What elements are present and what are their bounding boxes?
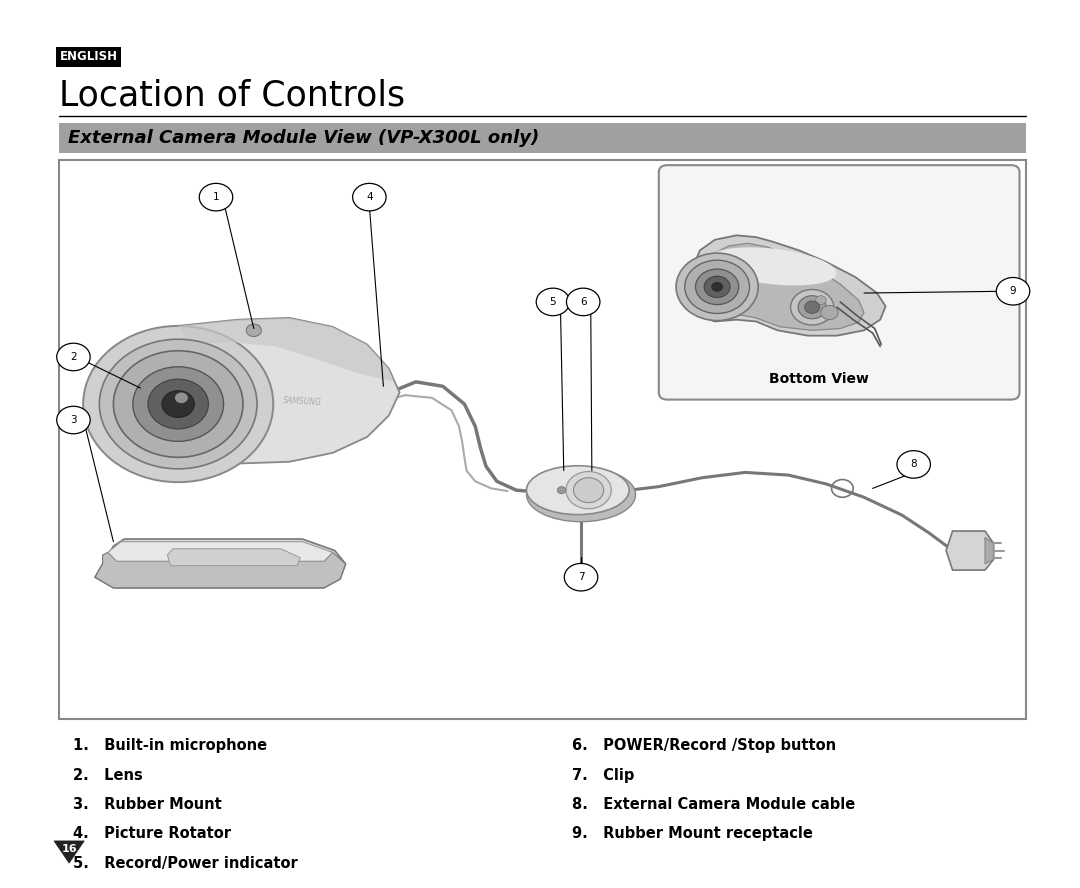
Text: 7: 7 <box>578 572 584 583</box>
Circle shape <box>798 296 826 319</box>
Text: ENGLISH: ENGLISH <box>59 51 118 63</box>
Circle shape <box>83 326 273 482</box>
Circle shape <box>567 288 600 315</box>
Circle shape <box>805 301 820 313</box>
Ellipse shape <box>527 467 635 522</box>
Text: 1: 1 <box>213 192 219 202</box>
Text: 1.   Built-in microphone: 1. Built-in microphone <box>73 739 268 753</box>
Circle shape <box>99 339 257 469</box>
Polygon shape <box>946 531 994 570</box>
Circle shape <box>352 184 387 211</box>
Text: 16: 16 <box>62 844 77 854</box>
Text: 8.   External Camera Module cable: 8. External Camera Module cable <box>572 797 855 812</box>
Text: 5.   Record/Power indicator: 5. Record/Power indicator <box>73 856 298 870</box>
Polygon shape <box>178 318 394 382</box>
Text: 6.   POWER/Record /Stop button: 6. POWER/Record /Stop button <box>572 739 837 753</box>
Text: 9.   Rubber Mount receptacle: 9. Rubber Mount receptacle <box>572 827 813 841</box>
Circle shape <box>199 184 233 211</box>
Circle shape <box>896 451 931 479</box>
Text: 9: 9 <box>1010 286 1016 297</box>
Polygon shape <box>178 318 400 464</box>
Circle shape <box>704 276 730 297</box>
FancyBboxPatch shape <box>59 123 1026 153</box>
Text: 6: 6 <box>580 297 586 307</box>
Circle shape <box>565 564 598 591</box>
Text: 3: 3 <box>70 415 77 425</box>
Circle shape <box>162 391 194 417</box>
Circle shape <box>676 253 758 321</box>
Text: 8: 8 <box>910 459 917 470</box>
Polygon shape <box>687 235 886 336</box>
Polygon shape <box>699 243 864 330</box>
Circle shape <box>148 379 208 429</box>
Text: 4: 4 <box>366 192 373 202</box>
Text: 3.   Rubber Mount: 3. Rubber Mount <box>73 797 222 812</box>
Polygon shape <box>95 539 346 588</box>
Text: ·: · <box>571 486 573 495</box>
Circle shape <box>175 392 188 403</box>
Text: 7.   Clip: 7. Clip <box>572 768 635 782</box>
Circle shape <box>537 288 570 315</box>
Circle shape <box>573 478 604 503</box>
Circle shape <box>815 296 826 305</box>
Text: SAMSUNG: SAMSUNG <box>283 396 322 407</box>
Polygon shape <box>54 841 84 863</box>
Polygon shape <box>108 542 333 561</box>
Text: External Camera Module View (VP-X300L only): External Camera Module View (VP-X300L on… <box>68 129 539 147</box>
Text: Location of Controls: Location of Controls <box>59 78 405 112</box>
Circle shape <box>557 487 566 494</box>
Ellipse shape <box>708 248 836 285</box>
Circle shape <box>685 260 750 313</box>
Circle shape <box>57 344 91 371</box>
Circle shape <box>996 277 1030 305</box>
Circle shape <box>712 282 723 291</box>
FancyBboxPatch shape <box>59 160 1026 719</box>
Circle shape <box>133 367 224 441</box>
Text: 4.   Picture Rotator: 4. Picture Rotator <box>73 827 231 841</box>
Text: 5: 5 <box>550 297 556 307</box>
Text: Bottom View: Bottom View <box>769 372 868 386</box>
FancyBboxPatch shape <box>659 165 1020 400</box>
Text: 2: 2 <box>70 352 77 362</box>
Circle shape <box>57 407 91 434</box>
Circle shape <box>113 351 243 457</box>
Polygon shape <box>95 552 346 588</box>
Circle shape <box>821 305 838 320</box>
Ellipse shape <box>527 465 629 515</box>
Circle shape <box>696 269 739 305</box>
Text: 2.   Lens: 2. Lens <box>73 768 144 782</box>
Circle shape <box>566 472 611 509</box>
Circle shape <box>246 324 261 337</box>
Polygon shape <box>167 549 300 566</box>
Polygon shape <box>985 537 994 564</box>
Circle shape <box>791 289 834 325</box>
